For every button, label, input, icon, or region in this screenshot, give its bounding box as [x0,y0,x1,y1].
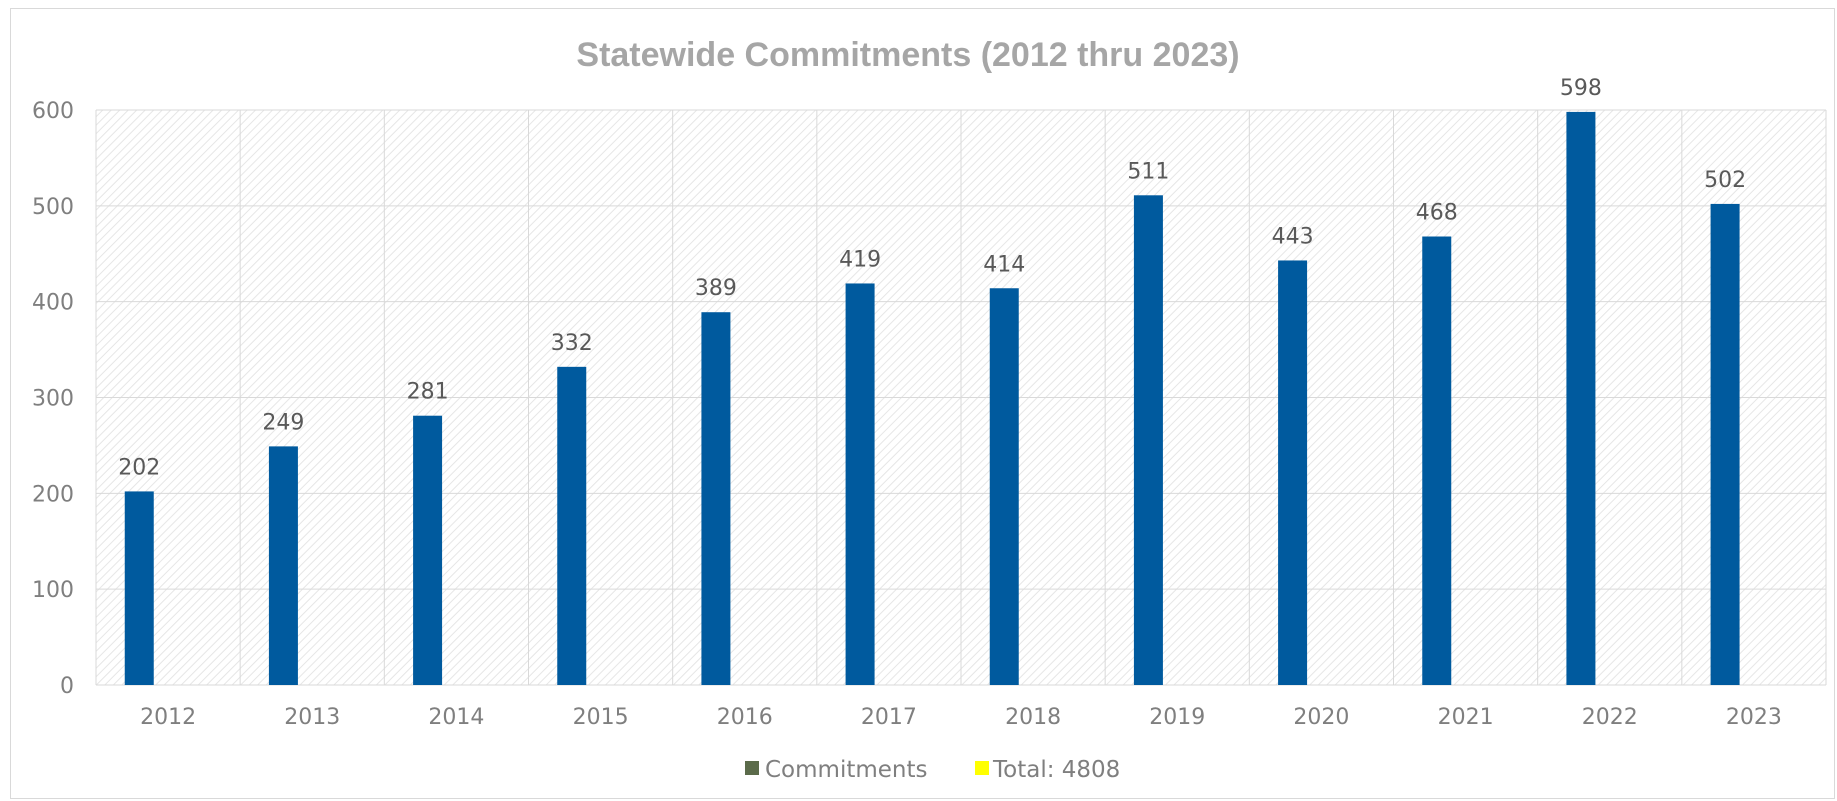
data-label: 598 [1560,76,1602,101]
y-tick-label: 300 [32,387,74,412]
bar [1133,195,1163,685]
y-tick-label: 400 [32,291,74,316]
data-label: 419 [839,247,881,272]
data-label: 389 [695,276,737,301]
y-tick-label: 500 [32,195,74,220]
x-tick-label: 2014 [428,705,484,730]
y-tick-label: 200 [32,482,74,507]
data-label: 511 [1127,159,1169,184]
x-tick-label: 2019 [1149,705,1205,730]
x-tick-label: 2021 [1438,705,1494,730]
data-label: 502 [1704,168,1746,193]
x-tick-label: 2013 [284,705,340,730]
data-label: 332 [551,331,593,356]
x-axis: 2012 2013 2014 2015 2016 2017 2018 2019 2020 2021… [140,705,1782,730]
bar [845,283,875,685]
bar [413,415,443,685]
legend-swatch-total [975,761,989,775]
bar [124,491,154,685]
bars [124,111,1740,685]
legend-label-total: Total: 4808 [992,757,1120,783]
gridlines [95,109,1827,686]
bar [701,312,731,685]
x-tick-label: 2022 [1582,705,1638,730]
x-tick-label: 2020 [1293,705,1349,730]
bar [1422,236,1452,685]
data-label: 443 [1272,224,1314,249]
bar [1566,111,1596,685]
chart-title: Statewide Commitments (2012 thru 2023) [576,36,1239,74]
x-tick-label: 2017 [861,705,917,730]
bar [1710,203,1740,685]
y-tick-label: 0 [60,674,74,699]
legend-swatch-commitments [745,761,759,775]
bar [268,446,298,685]
x-tick-label: 2018 [1005,705,1061,730]
y-tick-label: 600 [32,99,74,124]
data-label: 414 [983,252,1025,277]
y-tick-label: 100 [32,578,74,603]
data-label: 202 [118,455,160,480]
data-label: 468 [1416,201,1458,226]
x-tick-label: 2012 [140,705,196,730]
legend-label-commitments: Commitments [765,757,927,783]
data-label: 281 [407,380,449,405]
bar [557,366,587,685]
data-label: 249 [262,410,304,435]
x-tick-label: 2015 [573,705,629,730]
data-labels: 202 249 281 332 389 419 414 511 443 468 598 502 [118,76,1746,480]
bar [1278,260,1308,685]
bar [989,288,1019,685]
y-axis: 0 100 200 300 400 500 600 [32,99,74,699]
legend: Commitments Total: 4808 [745,757,1120,783]
x-tick-label: 2016 [717,705,773,730]
x-tick-label: 2023 [1726,705,1782,730]
